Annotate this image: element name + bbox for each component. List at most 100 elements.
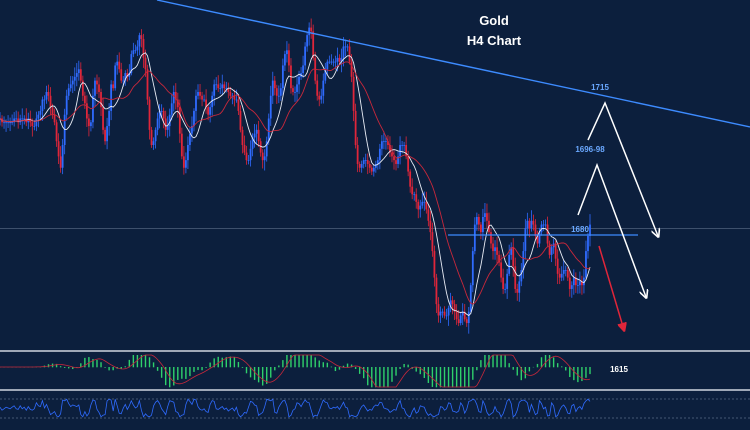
candle-body (484, 213, 486, 217)
candle-body (138, 35, 141, 47)
macd-bar (500, 355, 502, 368)
macd-bar (189, 367, 191, 377)
candle-body (421, 201, 424, 206)
candle-body (124, 73, 127, 81)
candle-body (536, 235, 539, 244)
candle-body (397, 156, 399, 164)
candle-body (354, 110, 357, 146)
candle-body (368, 163, 371, 168)
candle-body (65, 95, 68, 115)
candle-body (144, 57, 147, 70)
candle-body (469, 285, 472, 312)
macd-bar (472, 367, 474, 380)
candle-body (451, 300, 454, 305)
candle-body (17, 118, 20, 123)
candle-body (581, 281, 583, 286)
candle-body (85, 103, 88, 119)
chart-title: Gold (479, 13, 509, 28)
rsi-panel (0, 398, 591, 418)
macd-bar (468, 367, 470, 388)
macd-bar (544, 355, 547, 368)
macd-bar (274, 367, 276, 371)
ma-fast-line (0, 52, 591, 317)
candle-body (73, 76, 76, 81)
macd-bar (124, 366, 126, 368)
macd-bar (302, 355, 304, 368)
candle-body (166, 126, 169, 130)
candle-body (172, 91, 175, 104)
candle-body (211, 95, 214, 108)
macd-bar (395, 367, 397, 376)
candle-body (568, 277, 571, 289)
candle-body (180, 133, 183, 157)
candle-body (558, 273, 561, 278)
macd-bar (423, 367, 426, 378)
candle-body (221, 84, 224, 89)
candle-body (494, 247, 496, 252)
candle-body (41, 99, 44, 111)
candle-body (33, 126, 36, 127)
macd-bar (278, 365, 280, 368)
macd-bar (237, 361, 240, 368)
macd-bar (249, 367, 252, 378)
candle-body (63, 114, 66, 146)
moving-averages-group (0, 52, 591, 317)
candle-body (255, 129, 258, 134)
macd-bar (72, 367, 74, 370)
macd-bar (415, 367, 417, 372)
candle-body (510, 247, 513, 255)
candle-body (585, 251, 587, 278)
candle-body (288, 50, 290, 66)
candle-body (215, 84, 218, 86)
candle-body (263, 156, 266, 161)
candle-body (199, 91, 201, 96)
candle-body (219, 88, 222, 89)
macd-bar (310, 355, 312, 368)
macd-bar (362, 367, 365, 379)
macd-bar (451, 367, 454, 388)
macd-bar (342, 365, 345, 368)
candle-body (482, 216, 484, 233)
candle-body (187, 145, 189, 161)
candle-body (534, 224, 537, 236)
candle-body (96, 80, 98, 85)
candle-body (395, 160, 397, 164)
candle-body (120, 69, 123, 81)
candle-body (57, 141, 60, 157)
candle-body (562, 270, 565, 274)
candle-body (528, 220, 531, 229)
candle-body (176, 99, 179, 108)
rsi-line (0, 398, 591, 418)
macd-bar (67, 367, 70, 369)
macd-bar (120, 367, 122, 369)
macd-bar (455, 367, 458, 388)
candle-body (518, 281, 521, 293)
candle-body (546, 224, 549, 244)
macd-bar (480, 360, 482, 368)
candle-body (174, 91, 177, 100)
candle-body (378, 148, 381, 161)
macd-bar (330, 366, 333, 368)
forecast-path-lower (577, 162, 646, 297)
candle-body (81, 80, 84, 96)
candle-body (148, 99, 151, 130)
candle-body (158, 110, 161, 119)
candle-body (328, 61, 331, 63)
candle-body (162, 110, 165, 119)
macd-bar (160, 367, 163, 378)
candle-body (348, 46, 351, 62)
candle-body (550, 247, 553, 255)
candle-body (108, 110, 111, 127)
candle-body (296, 84, 298, 92)
candle-body (326, 61, 329, 70)
candle-body (43, 99, 46, 101)
candle-body (227, 88, 230, 92)
candle-body (461, 311, 464, 316)
macd-bar (140, 355, 143, 368)
candle-body (140, 35, 143, 39)
candle-body (514, 266, 517, 289)
candle-body (15, 118, 18, 120)
candle-body (334, 61, 337, 63)
macd-bar (63, 367, 66, 368)
